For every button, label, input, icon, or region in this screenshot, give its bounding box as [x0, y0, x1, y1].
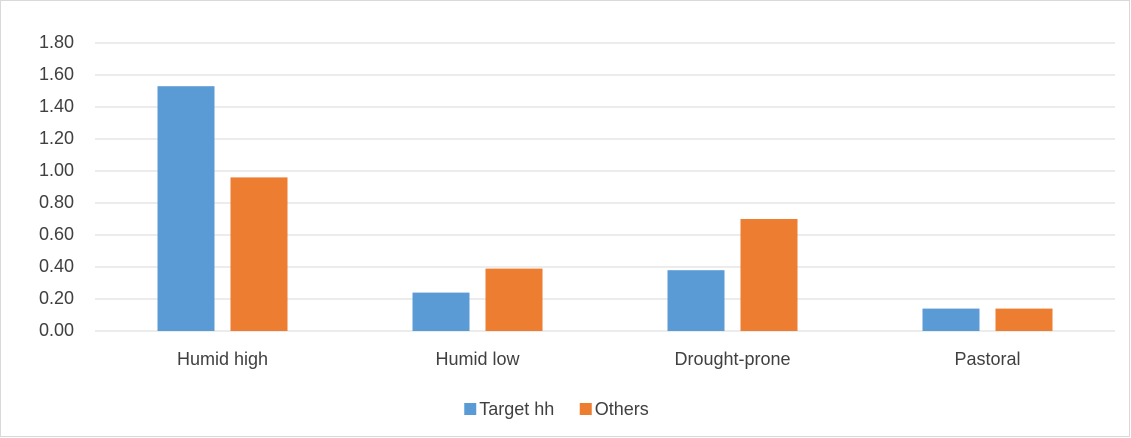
x-tick-label: Drought-prone	[674, 349, 790, 369]
y-tick-label: 0.80	[39, 192, 74, 212]
y-tick-label: 1.20	[39, 128, 74, 148]
bar	[740, 219, 798, 331]
legend-swatch	[464, 403, 477, 415]
x-tick-label: Humid high	[177, 349, 268, 369]
y-tick-label: 0.00	[39, 320, 74, 340]
legend-label: Target hh	[479, 399, 554, 419]
bar	[230, 177, 288, 331]
y-tick-label: 1.80	[39, 32, 74, 52]
y-tick-label: 1.40	[39, 96, 74, 116]
bar	[667, 270, 725, 331]
y-tick-label: 0.40	[39, 256, 74, 276]
x-tick-label: Pastoral	[954, 349, 1020, 369]
x-tick-label: Humid low	[435, 349, 520, 369]
bar	[485, 268, 543, 331]
y-tick-label: 0.20	[39, 288, 74, 308]
y-tick-label: 1.60	[39, 64, 74, 84]
y-tick-label: 1.00	[39, 160, 74, 180]
y-tick-label: 0.60	[39, 224, 74, 244]
bar	[922, 308, 980, 331]
bar	[157, 86, 215, 331]
bar	[995, 308, 1053, 331]
bar	[412, 292, 470, 331]
legend-label: Others	[595, 399, 649, 419]
legend-swatch	[579, 403, 592, 415]
